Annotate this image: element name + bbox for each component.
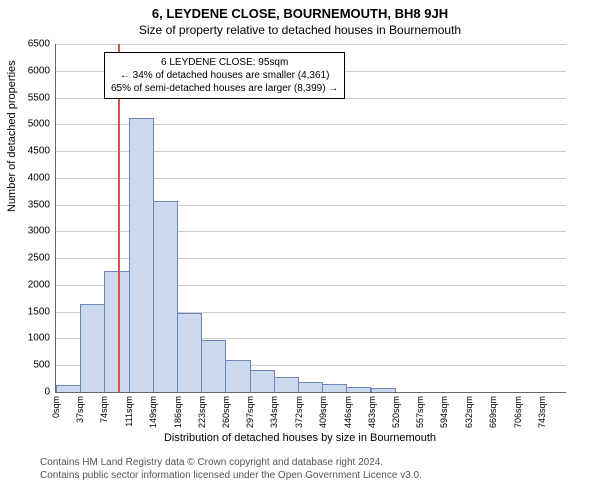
- x-tick-label: 520sqm: [391, 396, 401, 428]
- y-tick-label: 6000: [28, 65, 50, 76]
- histogram-bar: [322, 384, 347, 392]
- x-tick-label: 743sqm: [537, 396, 547, 428]
- histogram-bar: [177, 313, 202, 392]
- x-tick-label: 186sqm: [173, 396, 183, 428]
- x-tick-label: 297sqm: [245, 396, 255, 428]
- x-tick-label: 223sqm: [197, 396, 207, 428]
- x-tick-label: 37sqm: [75, 396, 85, 423]
- histogram-bar: [346, 387, 371, 392]
- histogram-bar: [56, 385, 81, 392]
- histogram-bar: [104, 271, 129, 392]
- y-tick-label: 2500: [28, 253, 50, 264]
- y-tick-label: 3500: [28, 199, 50, 210]
- annotation-line-3: 65% of semi-detached houses are larger (…: [111, 82, 338, 95]
- page-subtitle: Size of property relative to detached ho…: [0, 21, 600, 37]
- x-axis-label: Distribution of detached houses by size …: [0, 432, 600, 444]
- y-tick-label: 4000: [28, 172, 50, 183]
- y-tick-label: 6500: [28, 39, 50, 50]
- x-tick-label: 557sqm: [415, 396, 425, 428]
- annotation-box: 6 LEYDENE CLOSE: 95sqm ← 34% of detached…: [104, 52, 345, 99]
- x-tick-label: 483sqm: [367, 396, 377, 428]
- histogram-bar: [371, 388, 396, 392]
- y-tick-label: 1500: [28, 306, 50, 317]
- histogram-plot: 0500100015002000250030003500400045005000…: [55, 44, 566, 393]
- histogram-bar: [201, 340, 226, 392]
- chart-wrap: 6, LEYDENE CLOSE, BOURNEMOUTH, BH8 9JH S…: [0, 0, 600, 500]
- y-tick-label: 4500: [28, 146, 50, 157]
- y-tick-label: 5500: [28, 92, 50, 103]
- x-tick-label: 372sqm: [294, 396, 304, 428]
- annotation-line-1: 6 LEYDENE CLOSE: 95sqm: [111, 56, 338, 69]
- x-tick-label: 0sqm: [51, 396, 61, 418]
- x-tick-label: 446sqm: [343, 396, 353, 428]
- y-tick-label: 1000: [28, 333, 50, 344]
- x-tick-label: 669sqm: [488, 396, 498, 428]
- histogram-bar: [80, 304, 105, 392]
- histogram-bar: [129, 118, 154, 392]
- histogram-bar: [274, 377, 299, 392]
- x-tick-label: 260sqm: [221, 396, 231, 428]
- x-tick-label: 594sqm: [439, 396, 449, 428]
- x-tick-label: 706sqm: [513, 396, 523, 428]
- histogram-bar: [153, 201, 178, 392]
- x-tick-label: 74sqm: [99, 396, 109, 423]
- y-tick-label: 0: [44, 387, 50, 398]
- y-tick-label: 5000: [28, 119, 50, 130]
- y-tick-label: 2000: [28, 279, 50, 290]
- x-tick-label: 409sqm: [318, 396, 328, 428]
- y-tick-label: 3000: [28, 226, 50, 237]
- page-title: 6, LEYDENE CLOSE, BOURNEMOUTH, BH8 9JH: [0, 0, 600, 21]
- y-axis-label: Number of detached properties: [6, 60, 18, 212]
- footer-line-1: Contains HM Land Registry data © Crown c…: [40, 457, 422, 470]
- y-tick-label: 500: [33, 360, 50, 371]
- histogram-bar: [298, 382, 323, 392]
- x-tick-label: 111sqm: [124, 396, 134, 427]
- histogram-bar: [225, 360, 250, 392]
- x-tick-label: 149sqm: [148, 396, 158, 428]
- footer-text: Contains HM Land Registry data © Crown c…: [40, 457, 422, 482]
- annotation-line-2: ← 34% of detached houses are smaller (4,…: [111, 69, 338, 82]
- footer-line-2: Contains public sector information licen…: [40, 470, 422, 483]
- gridline-h: [56, 44, 566, 45]
- x-tick-label: 632sqm: [464, 396, 474, 428]
- histogram-bar: [250, 370, 275, 392]
- x-tick-label: 334sqm: [269, 396, 279, 428]
